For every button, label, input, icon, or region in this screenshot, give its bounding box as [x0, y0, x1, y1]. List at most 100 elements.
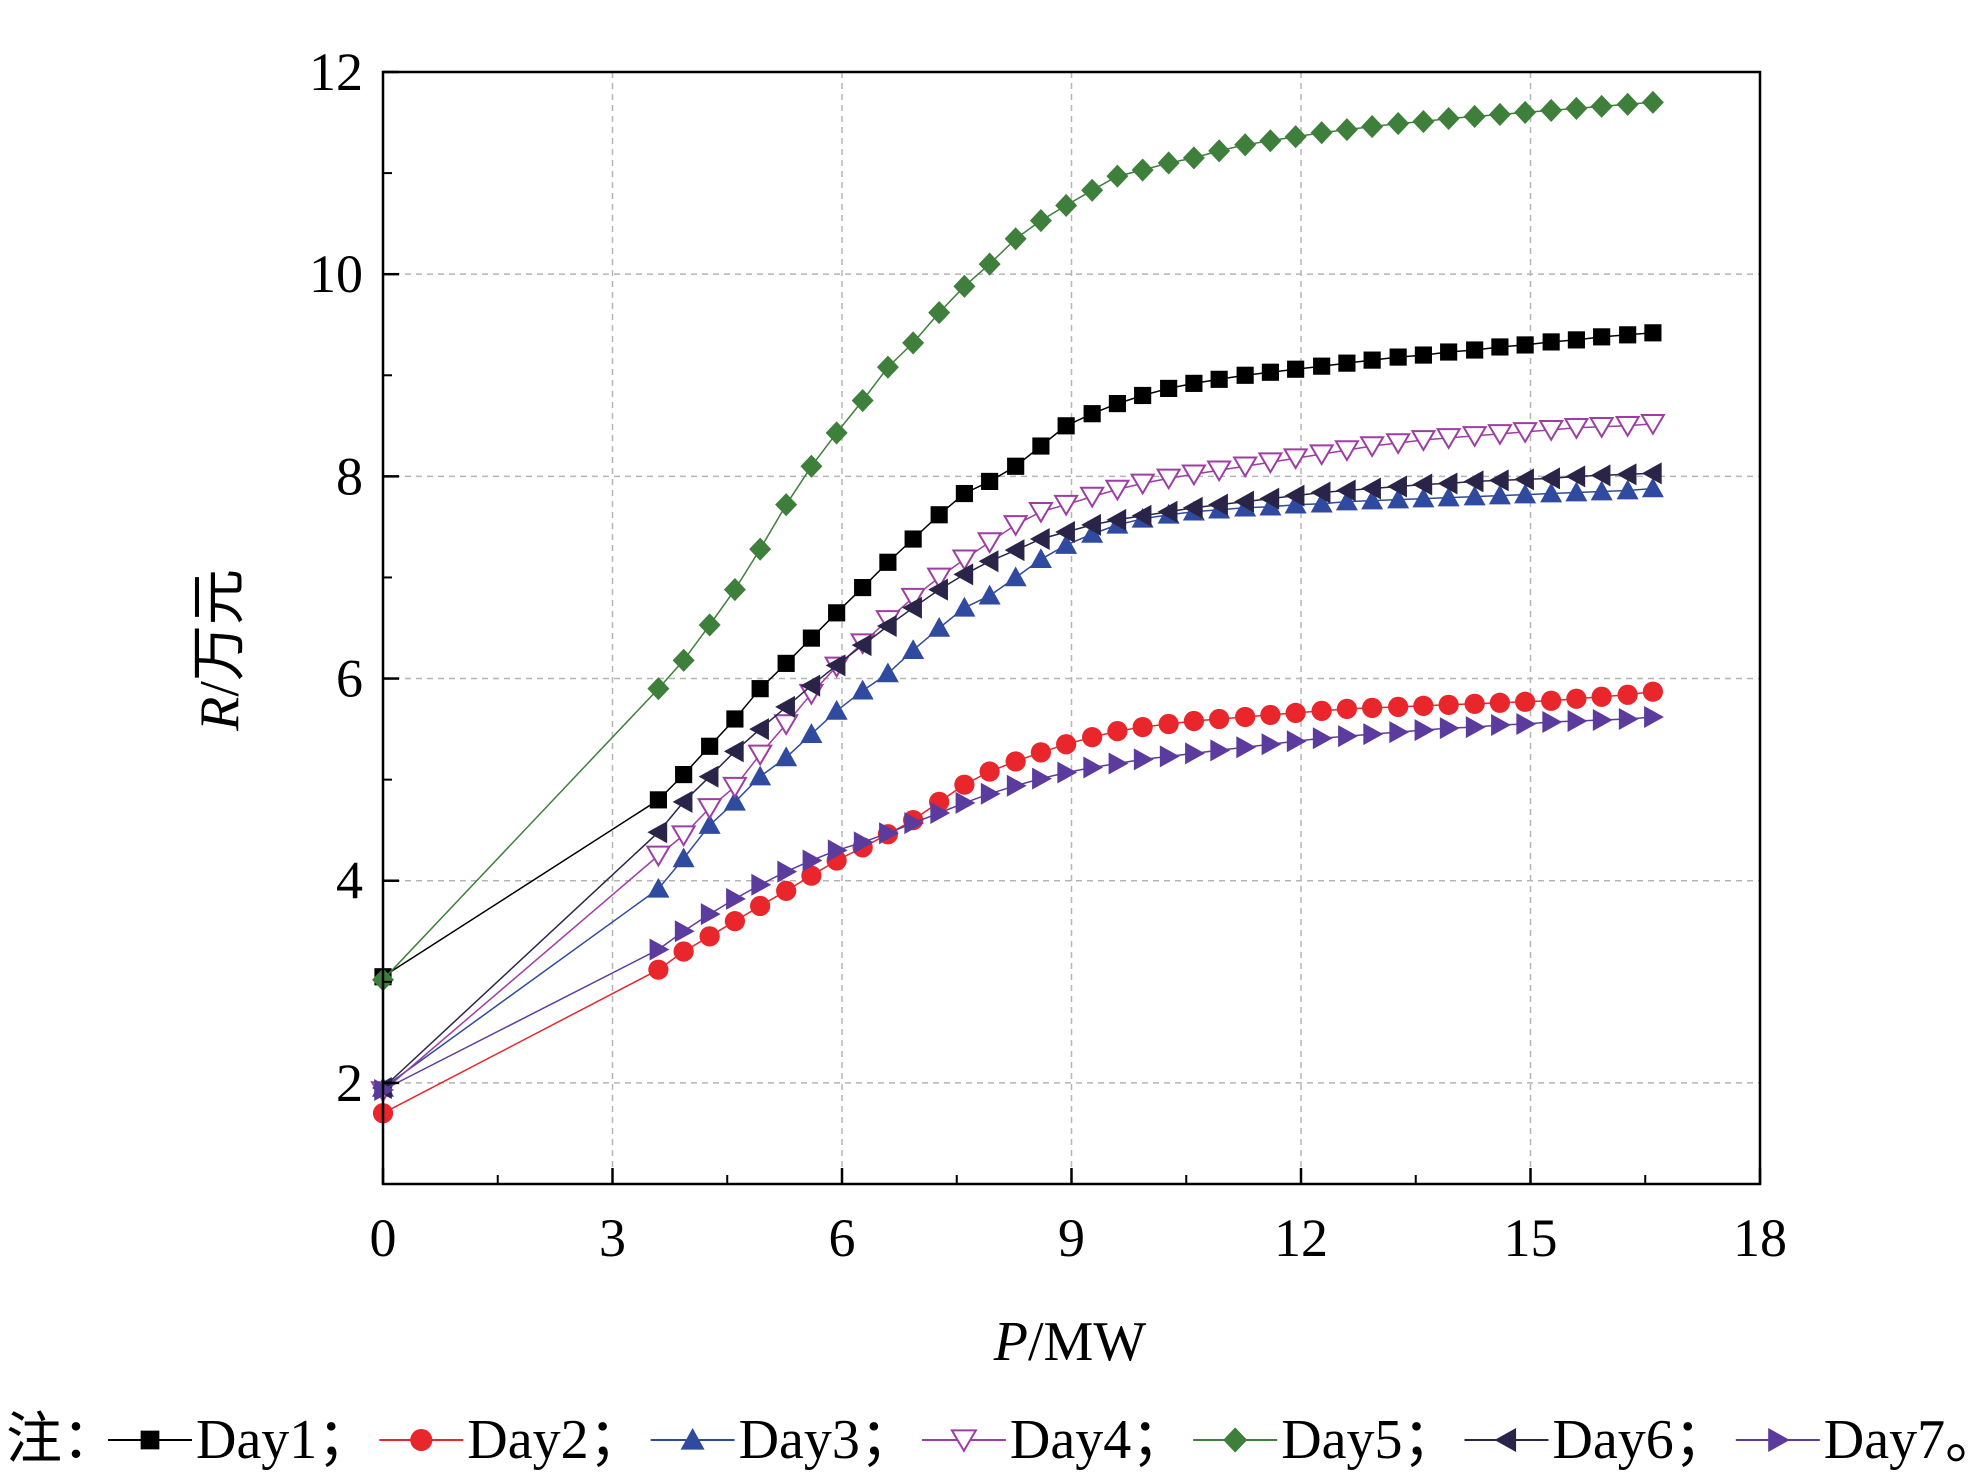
y-tick-label: 12: [309, 42, 363, 102]
data-point-day6: [1488, 469, 1509, 492]
x-tick-label: 18: [1733, 1208, 1787, 1268]
data-point-day2: [1209, 708, 1230, 730]
data-point-day7: [1491, 714, 1511, 737]
data-point-day4: [1028, 501, 1054, 524]
data-point-day4: [1308, 444, 1335, 466]
legend-marker: [1494, 1428, 1517, 1452]
data-point-day5: [749, 537, 772, 561]
data-point-day6: [1234, 490, 1254, 513]
data-point-day1: [1160, 379, 1178, 397]
data-point-day2: [1566, 688, 1587, 709]
data-point-day7: [980, 782, 1001, 805]
data-point-day3: [1412, 487, 1435, 508]
data-point-day3: [1590, 480, 1613, 501]
data-point-day4: [976, 532, 1003, 554]
data-point-day5: [1208, 139, 1231, 163]
y-tick-label: 8: [336, 446, 363, 506]
data-point-day5: [1157, 151, 1180, 175]
data-point-day1: [802, 629, 820, 647]
data-point-day4: [1155, 468, 1182, 491]
data-point-day1: [777, 654, 795, 672]
data-point-day5: [1055, 193, 1078, 217]
data-point-day1: [1083, 405, 1101, 423]
data-point-day4: [1538, 420, 1564, 442]
data-point-day2: [1030, 742, 1052, 763]
data-point-day7: [674, 920, 695, 943]
data-point-day6: [672, 790, 693, 813]
data-point-day1: [1338, 354, 1356, 372]
data-point-day7: [1083, 756, 1104, 779]
data-point-day6: [1131, 504, 1152, 527]
series-day2: [372, 681, 1664, 1124]
data-point-day3: [1540, 482, 1563, 503]
legend-label: Day4；: [1010, 1409, 1187, 1471]
data-point-day6: [1437, 472, 1458, 495]
data-point-day2: [1260, 704, 1281, 726]
data-point-day1: [981, 472, 999, 490]
data-point-day2: [1183, 710, 1205, 732]
data-point-day2: [1158, 713, 1179, 735]
data-point-day7: [930, 801, 951, 824]
data-point-day6: [749, 718, 769, 741]
data-point-day5: [1565, 96, 1588, 120]
data-point-day6: [800, 674, 821, 697]
data-point-day5: [723, 578, 746, 602]
data-point-day5: [902, 331, 925, 355]
data-point-day6: [902, 596, 922, 619]
data-point-day1: [1567, 331, 1585, 349]
series-layer: [370, 90, 1666, 1124]
data-point-day1: [1032, 437, 1050, 455]
data-point-day5: [1029, 209, 1052, 233]
data-point-day6: [698, 765, 719, 788]
data-point-day6: [1004, 539, 1025, 562]
x-tick-label: 12: [1274, 1208, 1328, 1268]
data-point-day5: [1514, 100, 1537, 124]
data-point-day5: [876, 355, 899, 379]
data-point-day1: [1644, 324, 1662, 342]
legend-item-day6: Day6；: [1464, 1409, 1730, 1471]
data-point-day7: [1465, 716, 1486, 739]
data-point-day1: [1440, 343, 1458, 361]
series-day6: [372, 462, 1662, 1099]
data-point-day1: [1210, 370, 1228, 388]
data-point-day4: [1512, 422, 1538, 444]
data-point-day3: [1284, 493, 1307, 514]
data-point-day7: [1414, 719, 1435, 742]
data-point-day6: [1284, 484, 1305, 507]
data-point-day4: [951, 549, 978, 572]
data-point-day5: [928, 301, 951, 325]
data-point-day6: [851, 634, 872, 657]
data-point-day3: [800, 723, 823, 743]
data-point-day5: [1131, 158, 1154, 182]
legend-item-day2: Day2；: [379, 1409, 645, 1471]
data-point-day2: [1311, 700, 1332, 722]
data-point-day2: [979, 761, 1000, 782]
data-point-day3: [1565, 481, 1588, 502]
data-point-day2: [1132, 716, 1153, 738]
legend-item-day5: Day5；: [1193, 1409, 1458, 1471]
data-point-day3: [825, 699, 848, 720]
data-point-day1: [879, 553, 897, 571]
x-tick-label: 15: [1504, 1208, 1558, 1268]
series-day1: [374, 324, 1662, 986]
data-point-day3: [876, 662, 899, 683]
data-point-day6: [876, 614, 897, 637]
y-tick-label: 4: [336, 851, 363, 911]
data-point-day1: [1516, 336, 1534, 354]
data-point-day3: [1004, 566, 1027, 587]
data-point-day3: [928, 617, 951, 637]
data-point-day5: [1540, 98, 1563, 122]
data-point-day6: [1590, 464, 1611, 487]
data-point-day4: [1563, 418, 1590, 440]
data-point-day4: [722, 776, 748, 799]
data-point-day5: [1590, 94, 1613, 118]
data-point-day2: [648, 959, 669, 980]
data-point-day7: [1618, 707, 1639, 730]
data-point-day3: [851, 679, 874, 700]
data-point-day7: [802, 849, 823, 872]
data-point-day1: [1466, 341, 1484, 359]
data-point-day5: [1412, 109, 1435, 134]
data-point-day6: [978, 550, 999, 573]
data-point-day7: [1261, 733, 1282, 756]
